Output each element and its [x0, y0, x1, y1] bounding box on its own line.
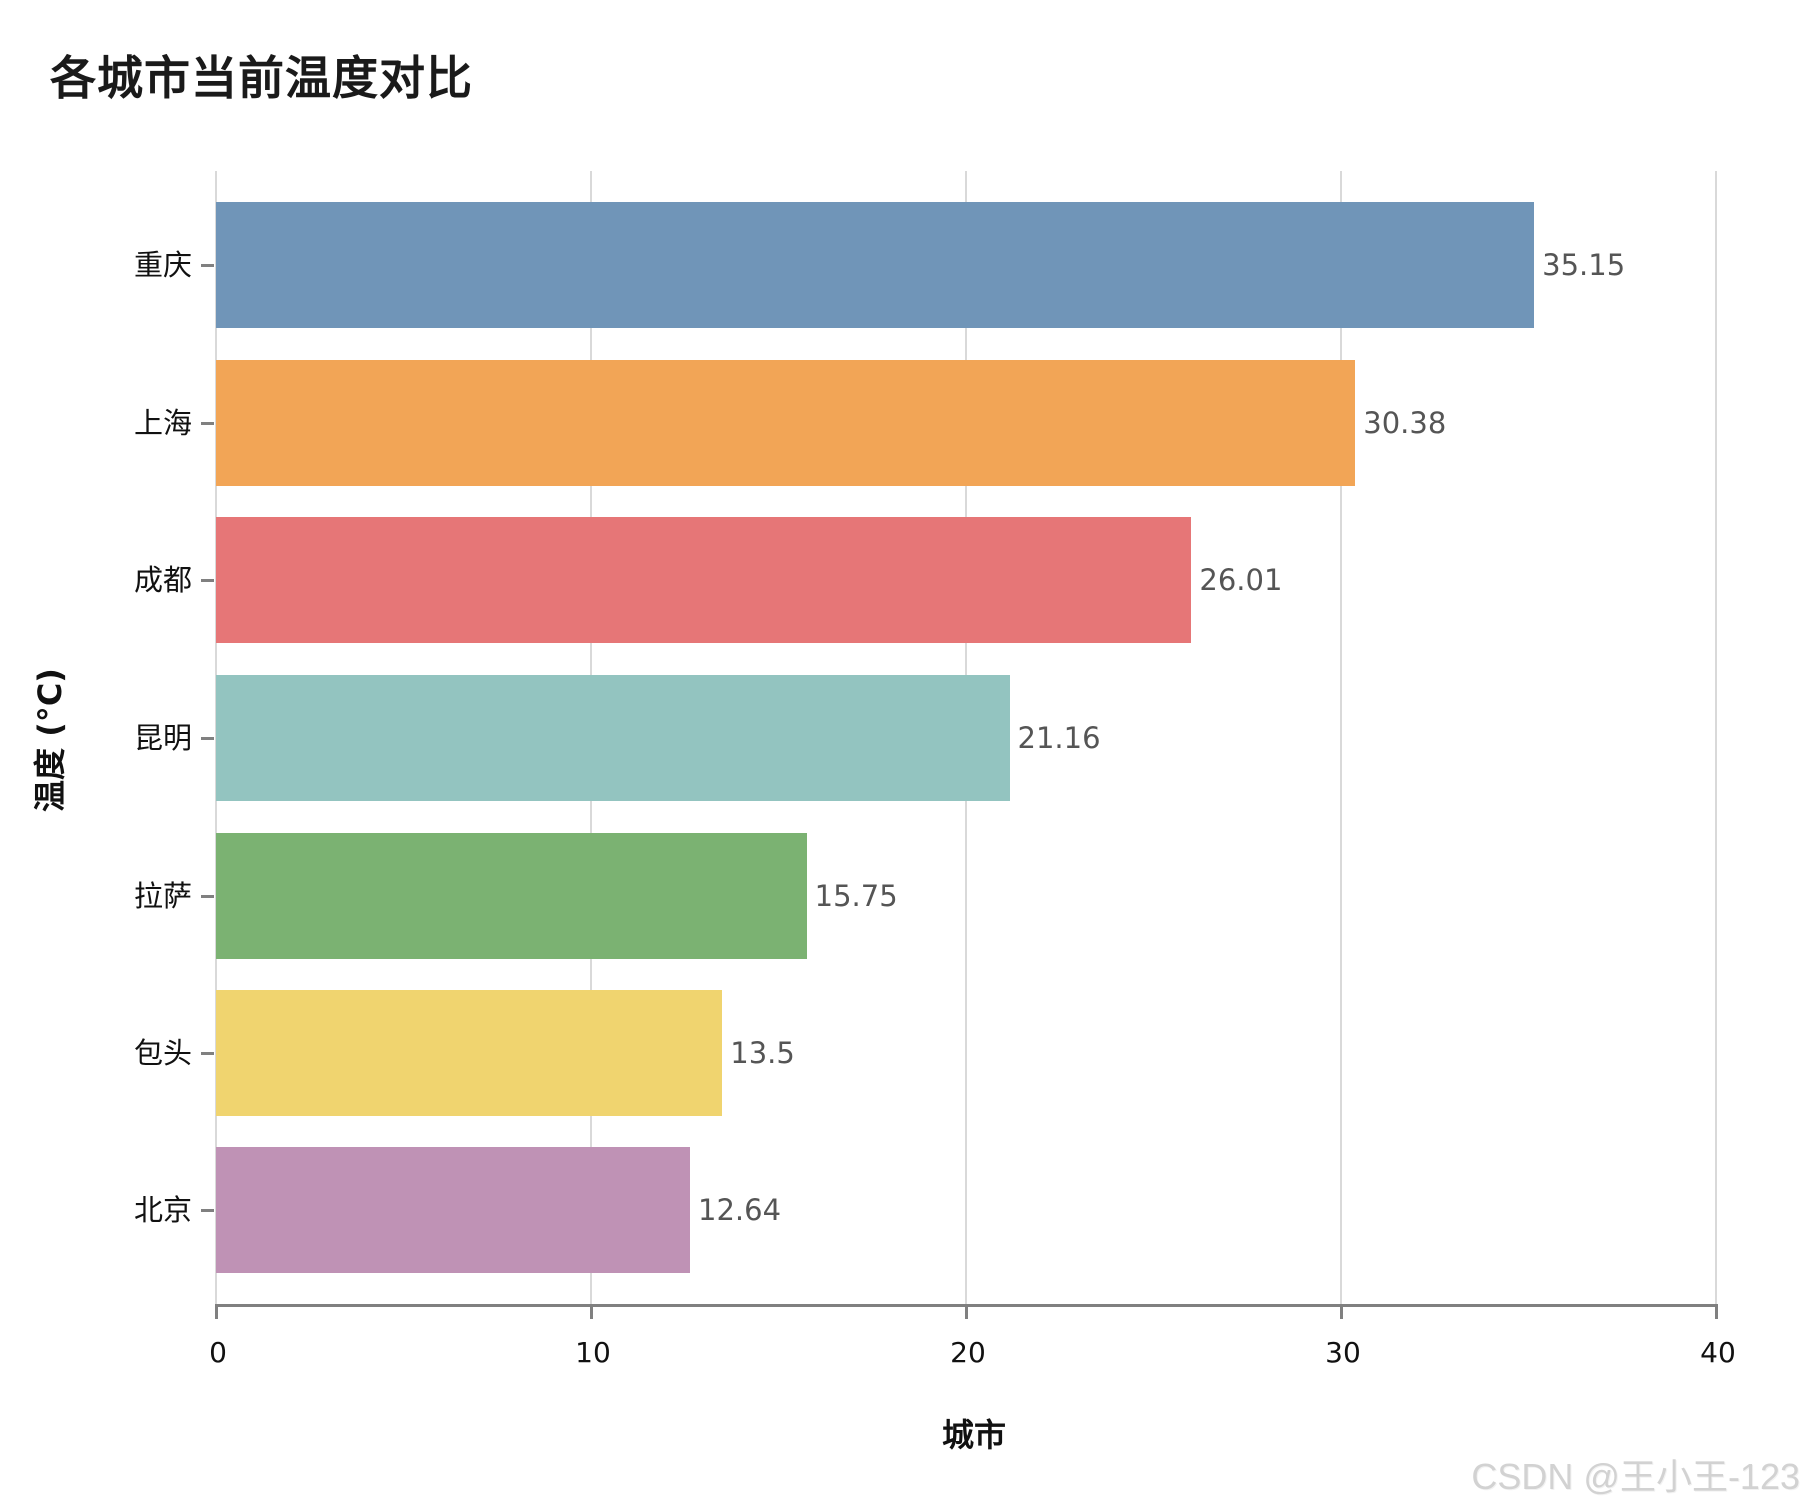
x-tick: [1715, 1305, 1718, 1319]
bar-value-label: 30.38: [1363, 406, 1447, 440]
chart-title: 各城市当前温度对比: [50, 51, 473, 105]
bar-chongqing: [216, 202, 1535, 328]
bar-shanghai: [216, 360, 1356, 486]
y-tick: [201, 422, 214, 425]
bar-value-label: 15.75: [814, 879, 898, 913]
bar-beijing: [216, 1147, 690, 1273]
x-tick: [590, 1305, 593, 1319]
bar-value-label: 13.5: [730, 1036, 795, 1070]
y-tick: [201, 1209, 214, 1212]
category-label: 上海: [133, 406, 192, 440]
category-label: 重庆: [133, 248, 192, 282]
category-label: 北京: [133, 1193, 192, 1227]
y-tick: [201, 737, 214, 740]
x-tick-label: 30: [1325, 1336, 1361, 1369]
bar-value-label: 21.16: [1017, 721, 1101, 755]
gridline-30: [1340, 171, 1342, 1305]
y-tick: [201, 895, 214, 898]
category-label: 昆明: [133, 721, 192, 755]
bar-value-label: 26.01: [1199, 563, 1283, 597]
x-tick: [1340, 1305, 1343, 1319]
x-tick-label: 0: [209, 1336, 227, 1369]
bar-chengdu: [216, 517, 1192, 643]
y-tick: [201, 579, 214, 582]
x-tick: [965, 1305, 968, 1319]
category-label: 包头: [133, 1036, 192, 1070]
y-tick: [201, 1052, 214, 1055]
x-tick-label: 20: [950, 1336, 986, 1369]
y-axis-label: 温度 (°C): [31, 668, 69, 812]
watermark: CSDN @王小王-123: [1471, 1456, 1800, 1497]
bar-kunming: [216, 675, 1010, 801]
x-tick: [215, 1305, 218, 1319]
bar-baotou: [216, 990, 723, 1116]
bar-lhasa: [216, 833, 807, 959]
bar-value-label: 35.15: [1542, 248, 1626, 282]
x-axis-label: 城市: [941, 1416, 1006, 1454]
y-tick: [201, 264, 214, 267]
gridline-40: [1715, 171, 1717, 1305]
x-tick-label: 40: [1700, 1336, 1736, 1369]
bar-value-label: 12.64: [698, 1193, 782, 1227]
category-label: 拉萨: [133, 879, 192, 913]
x-tick-label: 10: [575, 1336, 611, 1369]
category-label: 成都: [133, 563, 192, 597]
